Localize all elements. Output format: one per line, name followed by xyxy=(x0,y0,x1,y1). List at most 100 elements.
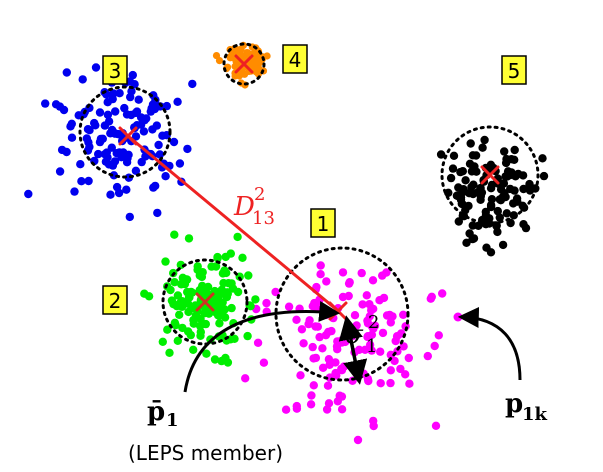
data-point xyxy=(284,302,294,311)
data-point xyxy=(127,87,136,96)
data-point xyxy=(199,284,208,293)
data-point xyxy=(243,331,252,341)
data-point xyxy=(449,151,459,160)
data-point xyxy=(177,280,186,289)
data-point xyxy=(519,184,528,194)
data-point xyxy=(200,309,209,318)
data-point xyxy=(41,99,50,108)
cluster-boundaries xyxy=(78,42,540,382)
data-point xyxy=(78,75,87,84)
data-point xyxy=(495,195,504,204)
cluster-5-points xyxy=(436,135,549,257)
data-point xyxy=(493,206,502,216)
data-point xyxy=(114,188,124,198)
data-point xyxy=(165,348,174,357)
centroid-2-marker xyxy=(195,292,215,312)
data-point xyxy=(128,70,137,80)
data-point xyxy=(149,183,158,192)
data-point xyxy=(357,268,366,278)
data-point xyxy=(350,311,360,320)
data-point xyxy=(486,248,496,257)
data-point xyxy=(77,177,86,186)
data-point xyxy=(263,52,271,60)
data-point xyxy=(103,98,112,107)
data-point xyxy=(332,371,341,380)
data-point xyxy=(202,349,211,358)
data-point xyxy=(308,342,317,352)
data-point xyxy=(481,207,490,217)
data-point xyxy=(399,310,408,319)
data-point xyxy=(170,278,179,287)
cluster-label-1-text: 1 xyxy=(317,212,330,236)
data-point xyxy=(431,421,441,430)
cluster-1-points xyxy=(241,261,447,445)
data-point xyxy=(115,89,124,98)
data-point xyxy=(525,179,534,189)
data-point xyxy=(311,353,321,363)
data-point xyxy=(178,323,187,333)
data-point xyxy=(339,362,349,371)
data-point xyxy=(104,160,114,169)
distance-line-1-3 xyxy=(127,134,338,312)
data-point xyxy=(259,358,269,367)
data-point xyxy=(175,310,184,319)
data-point xyxy=(70,187,79,196)
data-point xyxy=(456,195,466,204)
data-point xyxy=(62,147,71,157)
data-point xyxy=(388,312,397,321)
data-point xyxy=(518,171,528,180)
data-point xyxy=(338,268,348,277)
data-point xyxy=(155,150,165,159)
data-point xyxy=(227,303,236,313)
data-point xyxy=(235,72,243,80)
cluster-label-3-text: 3 xyxy=(109,59,122,83)
cluster-label-3: 3 xyxy=(102,55,128,85)
variance-label-sup: 2 xyxy=(368,312,379,333)
data-point xyxy=(173,291,183,300)
member-mean-label-sub: 1 xyxy=(166,410,179,431)
data-point xyxy=(163,325,172,334)
data-point xyxy=(154,140,163,150)
data-point xyxy=(184,234,194,243)
data-point xyxy=(318,363,328,372)
data-point xyxy=(178,273,187,282)
data-point xyxy=(315,332,324,342)
centroid-5-marker xyxy=(480,165,500,185)
data-point xyxy=(386,378,395,388)
data-point xyxy=(448,164,458,173)
data-point xyxy=(262,298,271,308)
data-point xyxy=(120,103,129,113)
data-point xyxy=(51,100,61,109)
data-point xyxy=(469,234,479,243)
cluster-label-5-text: 5 xyxy=(508,59,521,83)
data-point xyxy=(173,336,182,345)
data-point xyxy=(62,68,71,77)
data-point xyxy=(222,268,231,278)
member-point-p1k xyxy=(453,312,463,322)
data-point xyxy=(485,162,494,171)
data-point xyxy=(368,276,378,285)
data-point xyxy=(210,355,220,364)
data-point xyxy=(296,371,305,380)
data-point xyxy=(362,291,371,300)
data-point xyxy=(175,299,185,308)
data-point xyxy=(469,180,478,189)
data-point xyxy=(365,312,374,321)
data-point xyxy=(84,176,93,186)
data-point xyxy=(213,254,222,263)
data-point xyxy=(498,240,508,250)
data-point xyxy=(446,173,456,183)
member-point-label: p 1k xyxy=(505,389,548,425)
data-point xyxy=(525,186,535,195)
cluster-label-1: 1 xyxy=(310,208,336,238)
data-point xyxy=(404,353,413,363)
cluster-3-boundary xyxy=(78,85,172,179)
data-point xyxy=(217,356,226,366)
distance-label: D 2 13 xyxy=(233,184,275,229)
distance-label-sub: 13 xyxy=(252,208,275,229)
member-point-label-base: p xyxy=(505,389,523,419)
data-point xyxy=(382,268,391,277)
data-point xyxy=(461,176,470,185)
data-point xyxy=(162,101,171,111)
